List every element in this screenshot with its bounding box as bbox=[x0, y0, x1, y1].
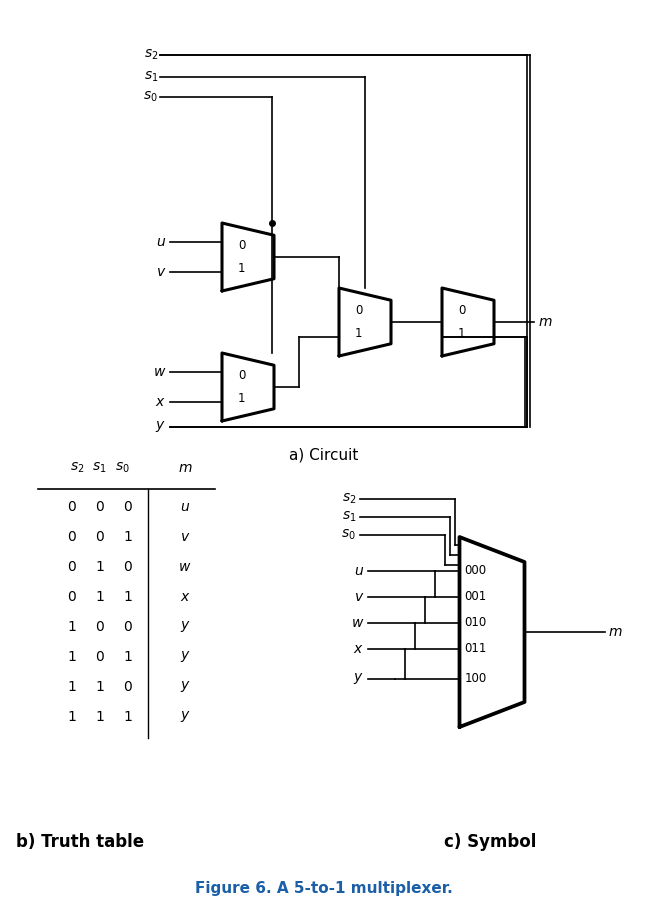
Text: 1: 1 bbox=[67, 620, 76, 634]
Text: Figure 6. A 5-to-1 multiplexer.: Figure 6. A 5-to-1 multiplexer. bbox=[195, 881, 453, 897]
Text: 1: 1 bbox=[458, 327, 465, 340]
Text: 1: 1 bbox=[238, 392, 246, 405]
Text: 100: 100 bbox=[465, 672, 487, 686]
Text: 0: 0 bbox=[238, 239, 246, 252]
Text: 0: 0 bbox=[124, 500, 132, 514]
Text: b) Truth table: b) Truth table bbox=[16, 833, 144, 851]
Text: 0: 0 bbox=[96, 650, 104, 664]
Text: $y$: $y$ bbox=[179, 679, 191, 694]
Text: 0: 0 bbox=[124, 680, 132, 694]
Text: c) Symbol: c) Symbol bbox=[444, 833, 536, 851]
Text: 0: 0 bbox=[124, 560, 132, 574]
Text: $u$: $u$ bbox=[354, 564, 364, 578]
Text: 0: 0 bbox=[67, 590, 76, 604]
Text: 1: 1 bbox=[124, 710, 132, 724]
Text: $y$: $y$ bbox=[156, 419, 166, 435]
Text: 1: 1 bbox=[67, 650, 76, 664]
Text: $s_1$: $s_1$ bbox=[341, 510, 356, 525]
Text: $u$: $u$ bbox=[156, 235, 166, 249]
Text: $s_0$: $s_0$ bbox=[341, 528, 356, 542]
Text: 0: 0 bbox=[67, 530, 76, 544]
Text: $w$: $w$ bbox=[351, 616, 364, 630]
Text: 0: 0 bbox=[458, 304, 465, 317]
Text: $m$: $m$ bbox=[608, 625, 623, 639]
Text: 1: 1 bbox=[95, 710, 104, 724]
Text: 010: 010 bbox=[465, 616, 487, 629]
Text: 0: 0 bbox=[96, 500, 104, 514]
Text: a) Circuit: a) Circuit bbox=[289, 447, 359, 462]
Text: 0: 0 bbox=[355, 304, 362, 317]
Text: $v$: $v$ bbox=[179, 530, 190, 544]
Text: 1: 1 bbox=[124, 650, 132, 664]
Text: 1: 1 bbox=[67, 680, 76, 694]
Text: 0: 0 bbox=[67, 560, 76, 574]
Text: $x$: $x$ bbox=[179, 590, 191, 604]
Text: 0: 0 bbox=[238, 369, 246, 382]
Text: $m$: $m$ bbox=[178, 461, 192, 475]
Text: 1: 1 bbox=[67, 710, 76, 724]
Text: 1: 1 bbox=[95, 680, 104, 694]
Text: 000: 000 bbox=[465, 565, 487, 578]
Text: $y$: $y$ bbox=[179, 649, 191, 665]
Text: 0: 0 bbox=[124, 620, 132, 634]
Text: 1: 1 bbox=[355, 327, 362, 340]
Text: $x$: $x$ bbox=[353, 642, 364, 656]
Text: $s_2$: $s_2$ bbox=[144, 48, 158, 62]
Text: $x$: $x$ bbox=[156, 395, 166, 409]
Text: 1: 1 bbox=[95, 560, 104, 574]
Text: 0: 0 bbox=[96, 530, 104, 544]
Text: 0: 0 bbox=[67, 500, 76, 514]
Text: 1: 1 bbox=[238, 262, 246, 275]
Text: 1: 1 bbox=[124, 590, 132, 604]
Text: $m$: $m$ bbox=[538, 315, 553, 329]
Text: $w$: $w$ bbox=[153, 365, 166, 379]
Text: $y$: $y$ bbox=[179, 620, 191, 635]
Text: $u$: $u$ bbox=[180, 500, 190, 514]
Text: $s_1$: $s_1$ bbox=[143, 70, 158, 84]
Text: $y$: $y$ bbox=[353, 671, 364, 687]
Text: $s_2$  $s_1$  $s_0$: $s_2$ $s_1$ $s_0$ bbox=[70, 460, 130, 475]
Text: $s_2$: $s_2$ bbox=[341, 492, 356, 506]
Text: 011: 011 bbox=[465, 643, 487, 656]
Text: $y$: $y$ bbox=[179, 710, 191, 724]
Text: $v$: $v$ bbox=[156, 265, 166, 279]
Text: $s_0$: $s_0$ bbox=[143, 90, 158, 105]
Text: $v$: $v$ bbox=[354, 590, 364, 604]
Text: $w$: $w$ bbox=[178, 560, 192, 574]
Text: 0: 0 bbox=[96, 620, 104, 634]
Text: 1: 1 bbox=[95, 590, 104, 604]
Text: 1: 1 bbox=[124, 530, 132, 544]
Text: 001: 001 bbox=[465, 591, 487, 603]
